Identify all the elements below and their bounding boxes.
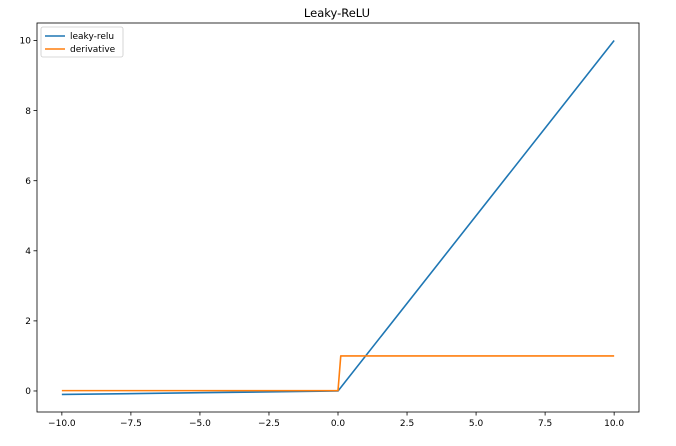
x-tick-label: 10.0 bbox=[604, 419, 624, 429]
x-tick-label: −7.5 bbox=[120, 419, 142, 429]
legend-label-leaky-relu: leaky-relu bbox=[70, 32, 114, 42]
legend: leaky-relu derivative bbox=[40, 26, 124, 58]
y-tick-label: 2 bbox=[25, 317, 31, 327]
y-tick-label: 0 bbox=[25, 387, 31, 397]
x-tick-label: 7.5 bbox=[538, 419, 552, 429]
x-tick-label: 2.5 bbox=[400, 419, 414, 429]
y-axis-ticks: 0 2 4 6 8 10 bbox=[20, 37, 37, 397]
x-tick-label: 5.0 bbox=[469, 419, 484, 429]
y-tick-label: 10 bbox=[20, 37, 32, 47]
legend-label-derivative: derivative bbox=[70, 45, 116, 55]
y-tick-label: 4 bbox=[25, 247, 31, 257]
series-line-leaky-relu bbox=[61, 40, 615, 396]
x-tick-label: −10.0 bbox=[48, 419, 76, 429]
x-axis-ticks: −10.0 −7.5 −5.0 −2.5 0.0 2.5 5.0 7.5 10.0 bbox=[48, 412, 624, 429]
x-tick-label: 0.0 bbox=[331, 419, 346, 429]
x-tick-label: −5.0 bbox=[189, 419, 211, 429]
y-tick-label: 6 bbox=[25, 177, 31, 187]
chart-title: Leaky-ReLU bbox=[304, 6, 370, 20]
plot-area-frame bbox=[36, 22, 640, 413]
y-tick-label: 8 bbox=[25, 107, 31, 117]
series-line-derivative bbox=[61, 355, 615, 392]
x-tick-label: −2.5 bbox=[258, 419, 280, 429]
series-layer bbox=[61, 40, 615, 396]
